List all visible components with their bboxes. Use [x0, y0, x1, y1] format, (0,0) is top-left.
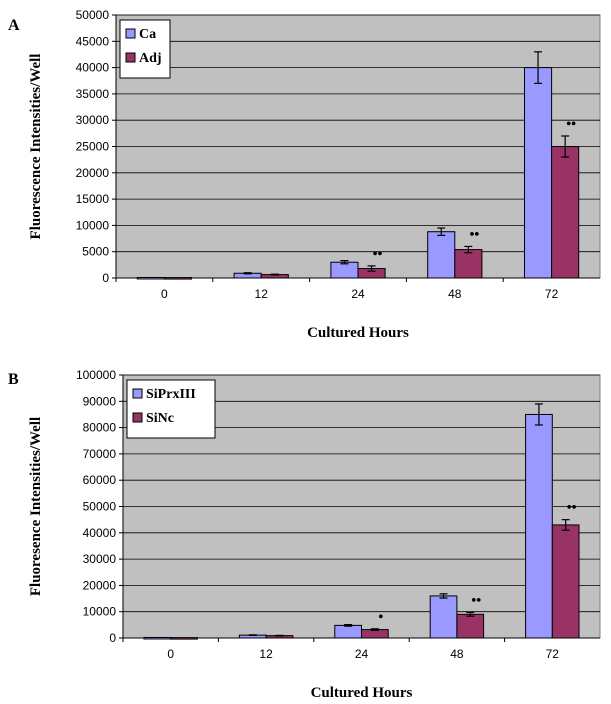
x-tick-label: 24: [355, 647, 369, 661]
bar-siprxiii-72: [525, 413, 553, 639]
y-tick-label: 30000: [76, 113, 110, 127]
y-tick-label: 15000: [76, 192, 110, 206]
bar-sinc-72: [551, 524, 580, 639]
significance-marker: ••: [469, 227, 479, 242]
legend-swatch: [125, 28, 136, 39]
bar-ca-0: [136, 276, 165, 280]
x-tick-label: 0: [161, 287, 168, 301]
bar-sinc-0: [170, 637, 198, 640]
significance-marker: ••: [567, 501, 577, 516]
y-tick-label: 80000: [83, 421, 117, 435]
bar-ca-48: [427, 231, 456, 279]
x-axis-title: Cultured Hours: [307, 325, 409, 341]
bar-sinc-48: [456, 613, 485, 639]
significance-marker: ••: [566, 117, 576, 132]
legend-swatch: [132, 412, 143, 423]
chart-panel-b: 0 10000 20000 30000 40000 50000 60000 70000 8000…: [8, 368, 601, 701]
y-tick-label: 60000: [83, 473, 117, 487]
legend-label: SiNc: [146, 411, 174, 426]
bar-adj-0: [163, 277, 193, 280]
y-tick-label: 90000: [83, 394, 117, 408]
significance-marker: ••: [471, 593, 481, 608]
y-tick-label: 20000: [83, 578, 117, 592]
y-axis-title: Fluorescence Intensities/Well: [28, 54, 44, 240]
legend-swatch: [125, 52, 136, 63]
x-axis-title: Cultured Hours: [311, 685, 413, 701]
legend-label: SiPrxIII: [146, 387, 196, 402]
x-tick-label: 72: [546, 647, 560, 661]
y-tick-label: 50000: [76, 8, 110, 22]
bar-siprxiii-0: [143, 636, 172, 640]
legend-label: Adj: [139, 51, 162, 66]
bar-ca-72: [523, 67, 553, 279]
legend-swatch: [132, 388, 143, 399]
x-tick-label: 12: [255, 287, 269, 301]
y-tick-label: 0: [102, 271, 109, 285]
x-tick-label: 0: [167, 647, 174, 661]
x-tick-label: 72: [545, 287, 559, 301]
legend-label: Ca: [139, 27, 156, 42]
panel-letter: A: [8, 17, 20, 34]
y-axis-title: Fluoresence Intensities/Well: [28, 417, 44, 596]
x-tick-label: 12: [259, 647, 273, 661]
y-tick-label: 25000: [76, 140, 110, 154]
y-tick-label: 10000: [76, 218, 110, 232]
y-tick-label: 30000: [83, 552, 117, 566]
y-tick-label: 5000: [82, 245, 109, 259]
x-tick-label: 48: [448, 287, 462, 301]
bar-siprxiii-48: [429, 595, 458, 639]
y-tick-label: 40000: [76, 61, 110, 75]
y-tick-label: 40000: [83, 526, 117, 540]
y-tick-label: 20000: [76, 166, 110, 180]
significance-marker: ••: [373, 247, 383, 262]
bar-adj-72: [551, 146, 580, 279]
chart-panel-a: 0 5000 10000 15000 20000 25000 30000 35000 40000…: [8, 8, 601, 341]
y-tick-label: 35000: [76, 87, 110, 101]
y-tick-label: 10000: [83, 605, 117, 619]
y-tick-label: 0: [109, 631, 116, 645]
x-tick-label: 24: [351, 287, 365, 301]
bar-ca-24: [330, 261, 359, 279]
bar-adj-48: [454, 249, 483, 279]
panel-letter: B: [8, 371, 19, 388]
y-tick-label: 45000: [76, 34, 110, 48]
bar-siprxiii-24: [334, 624, 362, 639]
y-tick-label: 100000: [76, 368, 116, 382]
y-tick-label: 70000: [83, 447, 117, 461]
y-tick-label: 50000: [83, 500, 117, 514]
x-tick-label: 48: [450, 647, 464, 661]
significance-marker: •: [378, 610, 383, 625]
